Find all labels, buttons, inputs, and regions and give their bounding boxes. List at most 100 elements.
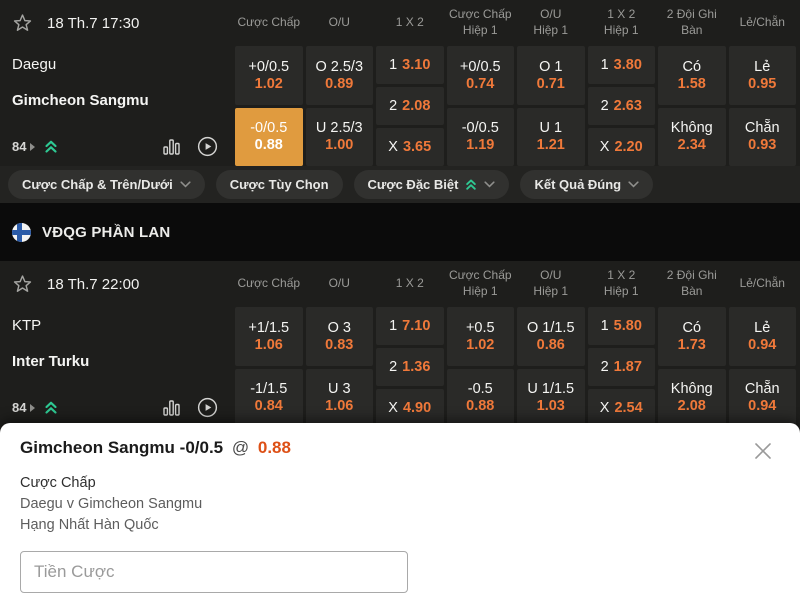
finland-flag-icon	[12, 222, 31, 242]
odds-cell-1[interactable]: 1 7.10	[376, 307, 444, 345]
odds-line: U 2.5/3	[315, 120, 363, 137]
odds-cell-odd[interactable]: Lẻ 0.94	[728, 307, 796, 366]
odds-price: 1.02	[254, 75, 283, 92]
more-markets-arrow-icon	[30, 403, 36, 412]
odds-cell-x[interactable]: X 3.65	[376, 128, 444, 166]
odds-line: Chẵn	[744, 381, 780, 398]
odds-cell-btts-no[interactable]: Không 2.08	[658, 368, 726, 427]
stats-bar-chart-icon[interactable]	[163, 399, 180, 416]
odds-cell-handicap-away[interactable]: -1/1.5 0.84	[235, 368, 303, 427]
odds-cell-even[interactable]: Chẵn 0.94	[728, 368, 796, 427]
double-chevron-up-icon	[466, 179, 477, 190]
odds-price: 0.88	[466, 398, 495, 415]
match-teams: KTP Inter Turku 84	[0, 307, 232, 427]
odds-cell-2-h1[interactable]: 2 2.63	[587, 87, 655, 125]
odds-column-1x2: 1 7.10 2 1.36 X 4.90	[376, 307, 444, 427]
odds-cell-over-h1[interactable]: O 1 0.71	[517, 46, 585, 105]
odds-cell-over[interactable]: O 2.5/3 0.89	[305, 46, 373, 105]
odds-cell-under-h1[interactable]: U 1/1.5 1.03	[517, 368, 585, 427]
column-header-handicap-h1: Cược Chấp Hiệp 1	[448, 7, 512, 37]
bet-slip-title: Gimcheon Sangmu -0/0.5 @ 0.88	[20, 438, 291, 458]
filter-chip-specials[interactable]: Cược Đặc Biệt	[353, 170, 510, 199]
column-header-both-teams-score: 2 Đội Ghi Bàn	[666, 7, 717, 37]
odds-cell-1-h1[interactable]: 1 3.80	[587, 46, 655, 84]
odds-price: 0.94	[748, 398, 777, 415]
odds-price: 0.74	[466, 75, 495, 92]
odds-cell-over[interactable]: O 3 0.83	[305, 307, 373, 366]
play-circle-icon[interactable]	[197, 397, 218, 418]
odds-cell-x-h1[interactable]: X 2.54	[587, 389, 655, 427]
odds-cell-handicap-h1-home[interactable]: +0/0.5 0.74	[446, 46, 514, 105]
odds-line: U 3	[327, 381, 351, 398]
more-markets-count[interactable]: 84	[12, 139, 27, 154]
odds-cell-2[interactable]: 2 1.36	[376, 348, 444, 386]
filter-chip-correct-score[interactable]: Kết Quả Đúng	[520, 170, 654, 199]
odds-cell-handicap-home[interactable]: +0/0.5 1.02	[235, 46, 303, 105]
odds-cell-handicap-h1-away[interactable]: -0.5 0.88	[446, 368, 514, 427]
odds-cell-btts-no[interactable]: Không 2.34	[658, 107, 726, 166]
more-markets-count[interactable]: 84	[12, 400, 27, 415]
odds-price: 0.83	[325, 336, 354, 353]
column-header-over-under: O/U	[328, 15, 350, 30]
odds-line: 1	[389, 318, 398, 334]
odds-price: 1.03	[536, 398, 565, 415]
match-odds-row: KTP Inter Turku 84	[0, 307, 800, 427]
odds-line: Lẻ	[754, 58, 771, 75]
odds-price: 3.65	[402, 139, 432, 155]
odds-price: 0.71	[536, 75, 565, 92]
odds-price: 7.10	[402, 318, 431, 334]
double-chevron-up-icon[interactable]	[44, 139, 58, 154]
odds-line: Có	[682, 319, 702, 336]
odds-line: -0/0.5	[461, 120, 499, 137]
odds-price: 1.21	[536, 137, 565, 154]
odds-cell-handicap-h1-away[interactable]: -0/0.5 1.19	[446, 107, 514, 166]
odds-cell-x-h1[interactable]: X 2.20	[587, 128, 655, 166]
play-circle-icon[interactable]	[197, 136, 218, 157]
odds-price: 1.73	[677, 336, 706, 353]
odds-cell-1-h1[interactable]: 1 5.80	[587, 307, 655, 345]
favorite-star-icon[interactable]	[11, 273, 34, 296]
odds-cell-under[interactable]: U 2.5/3 1.00	[305, 107, 373, 166]
column-header-handicap: Cược Chấp	[237, 15, 301, 30]
odds-cell-2[interactable]: 2 2.08	[376, 87, 444, 125]
odds-cell-under-h1[interactable]: U 1 1.21	[517, 107, 585, 166]
odds-cell-x[interactable]: X 4.90	[376, 389, 444, 427]
odds-cell-1[interactable]: 1 3.10	[376, 46, 444, 84]
stake-input[interactable]	[20, 551, 408, 593]
bet-selection-odds: 0.88	[257, 438, 291, 457]
odds-price: 2.34	[677, 137, 706, 154]
odds-column-over-under-h1: O 1 0.71 U 1 1.21	[517, 46, 585, 166]
odds-cell-handicap-home[interactable]: +1/1.5 1.06	[235, 307, 303, 366]
column-header-odd-even: Lẻ/Chẵn	[739, 15, 785, 30]
column-header-both-teams-score: 2 Đội Ghi Bàn	[666, 268, 717, 298]
close-icon[interactable]	[752, 440, 774, 462]
odds-cell-handicap-h1-home[interactable]: +0.5 1.02	[446, 307, 514, 366]
favorite-star-icon[interactable]	[11, 12, 34, 35]
column-header-1x2-h1: 1 X 2 Hiệp 1	[603, 268, 639, 298]
odds-cell-even[interactable]: Chẵn 0.93	[728, 107, 796, 166]
odds-line: +0.5	[465, 319, 495, 336]
odds-column-1x2-h1: 1 5.80 2 1.87 X 2.54	[587, 307, 655, 427]
filter-chip-custom-bets[interactable]: Cược Tùy Chọn	[215, 170, 343, 199]
odds-cell-over-h1[interactable]: O 1/1.5 0.86	[517, 307, 585, 366]
odds-cell-under[interactable]: U 3 1.06	[305, 368, 373, 427]
column-header-over-under: O/U	[328, 276, 350, 291]
filter-chip-handicap-over-under[interactable]: Cược Chấp & Trên/Dưới	[8, 170, 205, 199]
double-chevron-up-icon[interactable]	[44, 400, 58, 415]
match-meta-row: 84	[12, 136, 220, 157]
odds-cell-btts-yes[interactable]: Có 1.58	[658, 46, 726, 105]
odds-line: +1/1.5	[248, 319, 290, 336]
column-header-over-under-h1: O/U Hiệp 1	[533, 268, 569, 298]
odds-cell-odd[interactable]: Lẻ 0.95	[728, 46, 796, 105]
stats-bar-chart-icon[interactable]	[163, 138, 180, 155]
odds-cell-btts-yes[interactable]: Có 1.73	[658, 307, 726, 366]
bet-market-name: Cược Chấp	[20, 475, 96, 491]
match-block-ktp-inter-turku: 18 Th.7 22:00 Cược Chấp O/U 1 X 2 Cược C…	[0, 261, 800, 427]
odds-cell-handicap-away[interactable]: -0/0.5 0.88	[235, 107, 303, 166]
league-header-finland[interactable]: VĐQG PHẦN LAN	[0, 203, 800, 261]
column-header-1x2-h1: 1 X 2 Hiệp 1	[603, 7, 639, 37]
odds-cell-2-h1[interactable]: 2 1.87	[587, 348, 655, 386]
odds-line: 2	[600, 98, 609, 114]
odds-price: 2.63	[613, 98, 642, 114]
odds-price: 0.95	[748, 75, 777, 92]
